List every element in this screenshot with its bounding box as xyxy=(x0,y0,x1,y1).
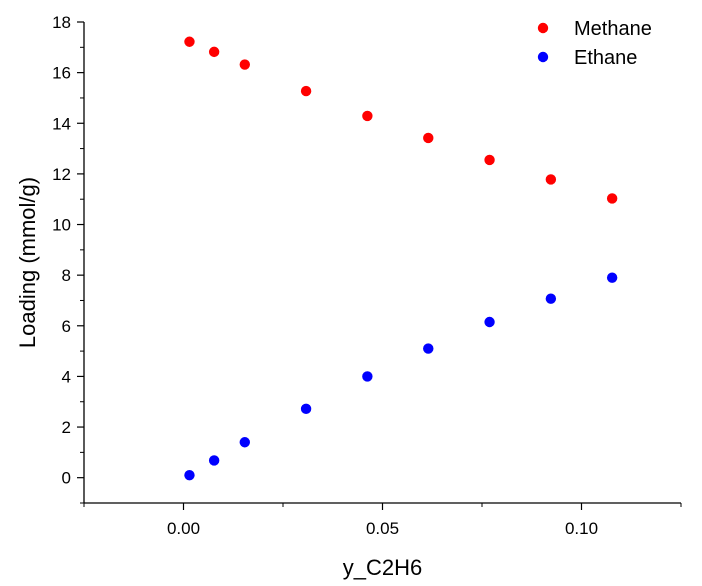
ethane-point xyxy=(545,293,557,304)
y-axis-ticks: 0 2 4 6 8 10 12 14 16 18 xyxy=(52,13,84,504)
x-tick-label: 0.10 xyxy=(565,519,598,538)
methane-point xyxy=(484,154,495,166)
legend-label-methane: Methane xyxy=(574,18,652,40)
methane-point xyxy=(208,46,220,58)
y-axis-title: Loading (mmol/g) xyxy=(15,177,40,348)
y-tick-label: 0 xyxy=(62,469,71,488)
legend-marker-methane xyxy=(537,22,549,34)
methane-point xyxy=(423,132,434,144)
ethane-point xyxy=(208,455,220,466)
methane-point xyxy=(300,85,312,97)
y-tick-label: 18 xyxy=(52,13,71,32)
y-tick-label: 4 xyxy=(62,367,71,386)
ethane-point xyxy=(300,403,312,415)
x-tick-label: 0.05 xyxy=(366,519,399,538)
ethane-point xyxy=(362,371,373,382)
ethane-point xyxy=(484,316,495,328)
y-tick-label: 6 xyxy=(62,317,71,336)
methane-point xyxy=(239,59,250,70)
legend: Methane Ethane xyxy=(537,18,652,69)
ethane-point xyxy=(239,437,250,448)
y-tick-label: 14 xyxy=(52,114,71,133)
axes xyxy=(83,22,681,504)
legend-marker-ethane xyxy=(537,51,549,63)
methane-point xyxy=(545,174,557,185)
x-tick-label: 0.00 xyxy=(167,519,200,538)
x-axis-ticks: 0.00 0.05 0.10 xyxy=(83,503,682,538)
ethane-point xyxy=(423,343,434,354)
methane-point xyxy=(184,36,195,47)
methane-point xyxy=(606,193,618,204)
ethane-point xyxy=(184,469,195,481)
y-tick-label: 16 xyxy=(52,64,71,83)
x-axis-title: y_C2H6 xyxy=(343,555,422,580)
legend-label-ethane: Ethane xyxy=(574,47,637,69)
y-tick-label: 12 xyxy=(52,165,71,184)
y-tick-label: 10 xyxy=(52,216,71,235)
data-points xyxy=(184,36,618,481)
y-tick-label: 2 xyxy=(62,418,71,437)
methane-point xyxy=(362,110,373,122)
ethane-point xyxy=(606,272,618,283)
y-tick-label: 8 xyxy=(62,266,71,285)
